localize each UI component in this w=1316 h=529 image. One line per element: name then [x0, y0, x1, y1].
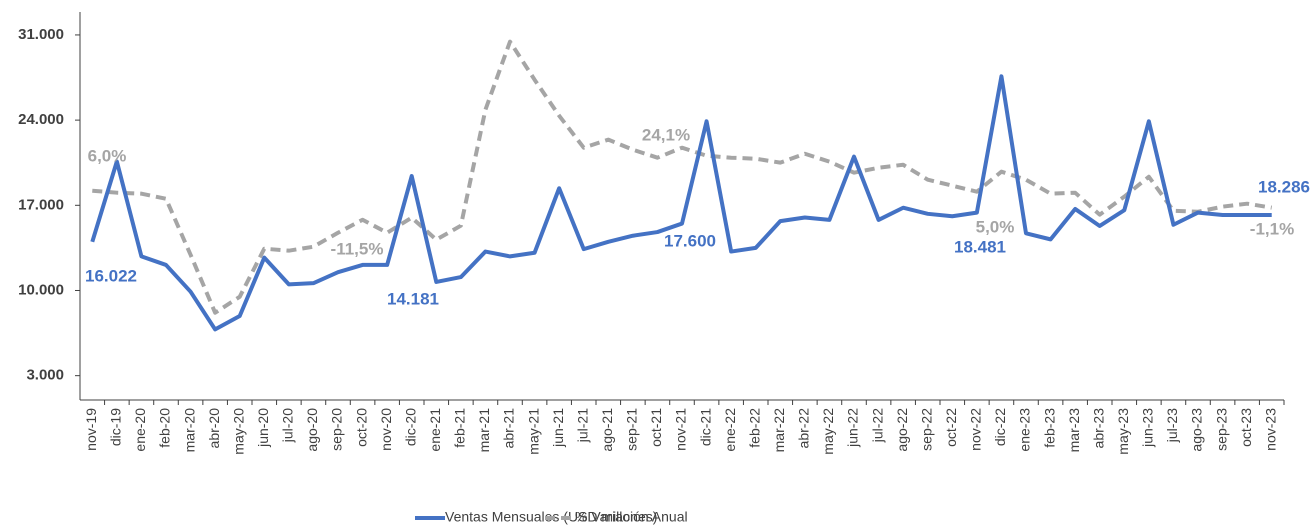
x-tick-label: jun-22: [845, 408, 861, 448]
x-tick-label: feb-20: [157, 408, 173, 448]
x-tick-label: ene-23: [1017, 408, 1033, 452]
x-tick-label: jul-20: [280, 408, 296, 443]
x-tick-label: abr-21: [501, 408, 517, 449]
x-tick-label: dic-21: [697, 408, 713, 446]
y-tick-label: 24.000: [18, 111, 64, 128]
x-tick-label: feb-23: [1041, 408, 1057, 448]
y-tick-label: 31.000: [18, 26, 64, 43]
legend-label: % Variación Anual: [575, 509, 688, 525]
x-tick-label: ago-22: [894, 408, 910, 452]
x-tick-label: mar-20: [181, 408, 197, 453]
x-tick-label: oct-21: [648, 408, 664, 447]
annotation: 18.286: [1258, 177, 1310, 196]
x-tick-label: jun-23: [1140, 408, 1156, 448]
x-tick-label: ene-22: [722, 408, 738, 452]
x-tick-label: jun-20: [255, 408, 271, 448]
x-tick-label: may-21: [525, 408, 541, 455]
x-tick-label: dic-20: [402, 408, 418, 446]
annotation: -1,1%: [1250, 219, 1294, 238]
x-tick-label: mar-23: [1066, 408, 1082, 453]
x-tick-label: oct-22: [943, 408, 959, 447]
y-tick-label: 3.000: [26, 367, 64, 384]
annotation: 5,0%: [976, 217, 1015, 236]
x-tick-label: jul-22: [869, 408, 885, 443]
x-tick-label: sep-20: [329, 408, 345, 451]
y-tick-label: 17.000: [18, 196, 64, 213]
x-tick-label: sep-22: [918, 408, 934, 451]
x-tick-label: oct-23: [1238, 408, 1254, 447]
x-tick-label: ago-20: [304, 408, 320, 452]
x-tick-label: dic-19: [108, 408, 124, 446]
annotation: 24,1%: [642, 125, 690, 144]
series-line: [90, 74, 1272, 332]
x-tick-label: may-23: [1115, 408, 1131, 455]
annotation: 14.181: [387, 289, 439, 308]
x-tick-label: nov-21: [673, 408, 689, 451]
x-tick-label: mar-21: [476, 408, 492, 453]
series-line: [92, 39, 1273, 315]
annotation: 16.022: [85, 266, 137, 285]
x-tick-label: sep-21: [624, 408, 640, 451]
annotation: 18.481: [954, 237, 1006, 256]
x-tick-label: nov-23: [1262, 408, 1278, 451]
x-tick-label: nov-20: [378, 408, 394, 451]
x-tick-label: jul-23: [1164, 408, 1180, 443]
x-tick-label: nov-22: [968, 408, 984, 451]
x-tick-label: feb-21: [452, 408, 468, 448]
x-tick-label: ene-20: [132, 408, 148, 452]
annotation: 6,0%: [88, 146, 127, 165]
x-tick-label: mar-22: [771, 408, 787, 453]
annotation: 17.600: [664, 231, 716, 250]
x-tick-label: may-20: [230, 408, 246, 455]
x-tick-label: nov-19: [83, 408, 99, 451]
x-tick-label: dic-22: [992, 408, 1008, 446]
x-tick-label: ago-21: [599, 408, 615, 452]
x-tick-label: jul-21: [574, 408, 590, 443]
x-tick-label: oct-20: [353, 408, 369, 447]
x-tick-label: sep-23: [1213, 408, 1229, 451]
x-tick-label: jun-21: [550, 408, 566, 448]
x-tick-label: ene-21: [427, 408, 443, 452]
x-tick-label: abr-23: [1090, 408, 1106, 449]
annotation: -11,5%: [331, 239, 384, 258]
x-tick-label: abr-22: [796, 408, 812, 449]
x-tick-label: feb-22: [746, 408, 762, 448]
x-tick-label: abr-20: [206, 408, 222, 449]
x-tick-label: may-22: [820, 408, 836, 455]
x-tick-label: ago-23: [1189, 408, 1205, 452]
y-tick-label: 10.000: [18, 281, 64, 298]
